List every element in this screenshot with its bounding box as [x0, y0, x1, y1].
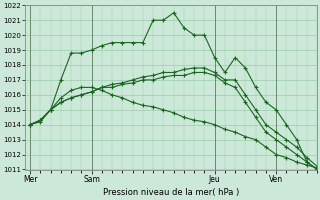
X-axis label: Pression niveau de la mer( hPa ): Pression niveau de la mer( hPa ): [103, 188, 239, 197]
